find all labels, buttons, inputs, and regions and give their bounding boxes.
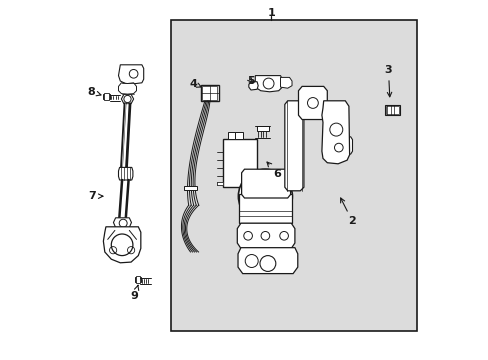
Polygon shape xyxy=(113,218,131,229)
Bar xyxy=(235,132,242,139)
Bar xyxy=(217,182,223,185)
Circle shape xyxy=(238,169,292,223)
Polygon shape xyxy=(325,137,352,154)
Text: 4: 4 xyxy=(189,78,201,89)
Bar xyxy=(217,182,223,185)
Polygon shape xyxy=(241,169,290,198)
Bar xyxy=(202,86,217,100)
Text: 3: 3 xyxy=(384,65,391,97)
Polygon shape xyxy=(298,86,326,120)
Polygon shape xyxy=(255,76,282,92)
Polygon shape xyxy=(118,167,133,180)
Text: 5: 5 xyxy=(246,76,254,86)
Bar xyxy=(184,186,197,190)
Polygon shape xyxy=(238,248,297,274)
Bar xyxy=(104,93,108,100)
Polygon shape xyxy=(280,77,291,88)
Text: 9: 9 xyxy=(130,285,139,301)
Bar xyxy=(228,132,239,139)
Text: 8: 8 xyxy=(87,87,101,97)
Text: 7: 7 xyxy=(88,191,102,201)
Polygon shape xyxy=(237,223,294,248)
Bar xyxy=(385,106,398,114)
Bar xyxy=(103,94,110,99)
Bar xyxy=(239,194,292,223)
Polygon shape xyxy=(103,227,141,263)
Bar xyxy=(201,85,218,101)
Text: 2: 2 xyxy=(340,198,356,226)
Polygon shape xyxy=(118,65,143,85)
Polygon shape xyxy=(121,94,133,104)
Polygon shape xyxy=(284,101,303,191)
Bar xyxy=(217,182,223,185)
Bar xyxy=(256,126,268,131)
Text: 6: 6 xyxy=(266,162,281,179)
Bar xyxy=(384,105,399,115)
Text: 1: 1 xyxy=(267,8,275,18)
Polygon shape xyxy=(118,83,136,94)
Bar xyxy=(136,276,140,283)
Bar xyxy=(217,182,223,185)
Bar xyxy=(134,277,141,282)
Polygon shape xyxy=(248,82,258,90)
Polygon shape xyxy=(321,101,349,164)
Bar xyxy=(170,20,416,331)
Bar xyxy=(217,182,223,185)
Bar xyxy=(223,139,257,187)
